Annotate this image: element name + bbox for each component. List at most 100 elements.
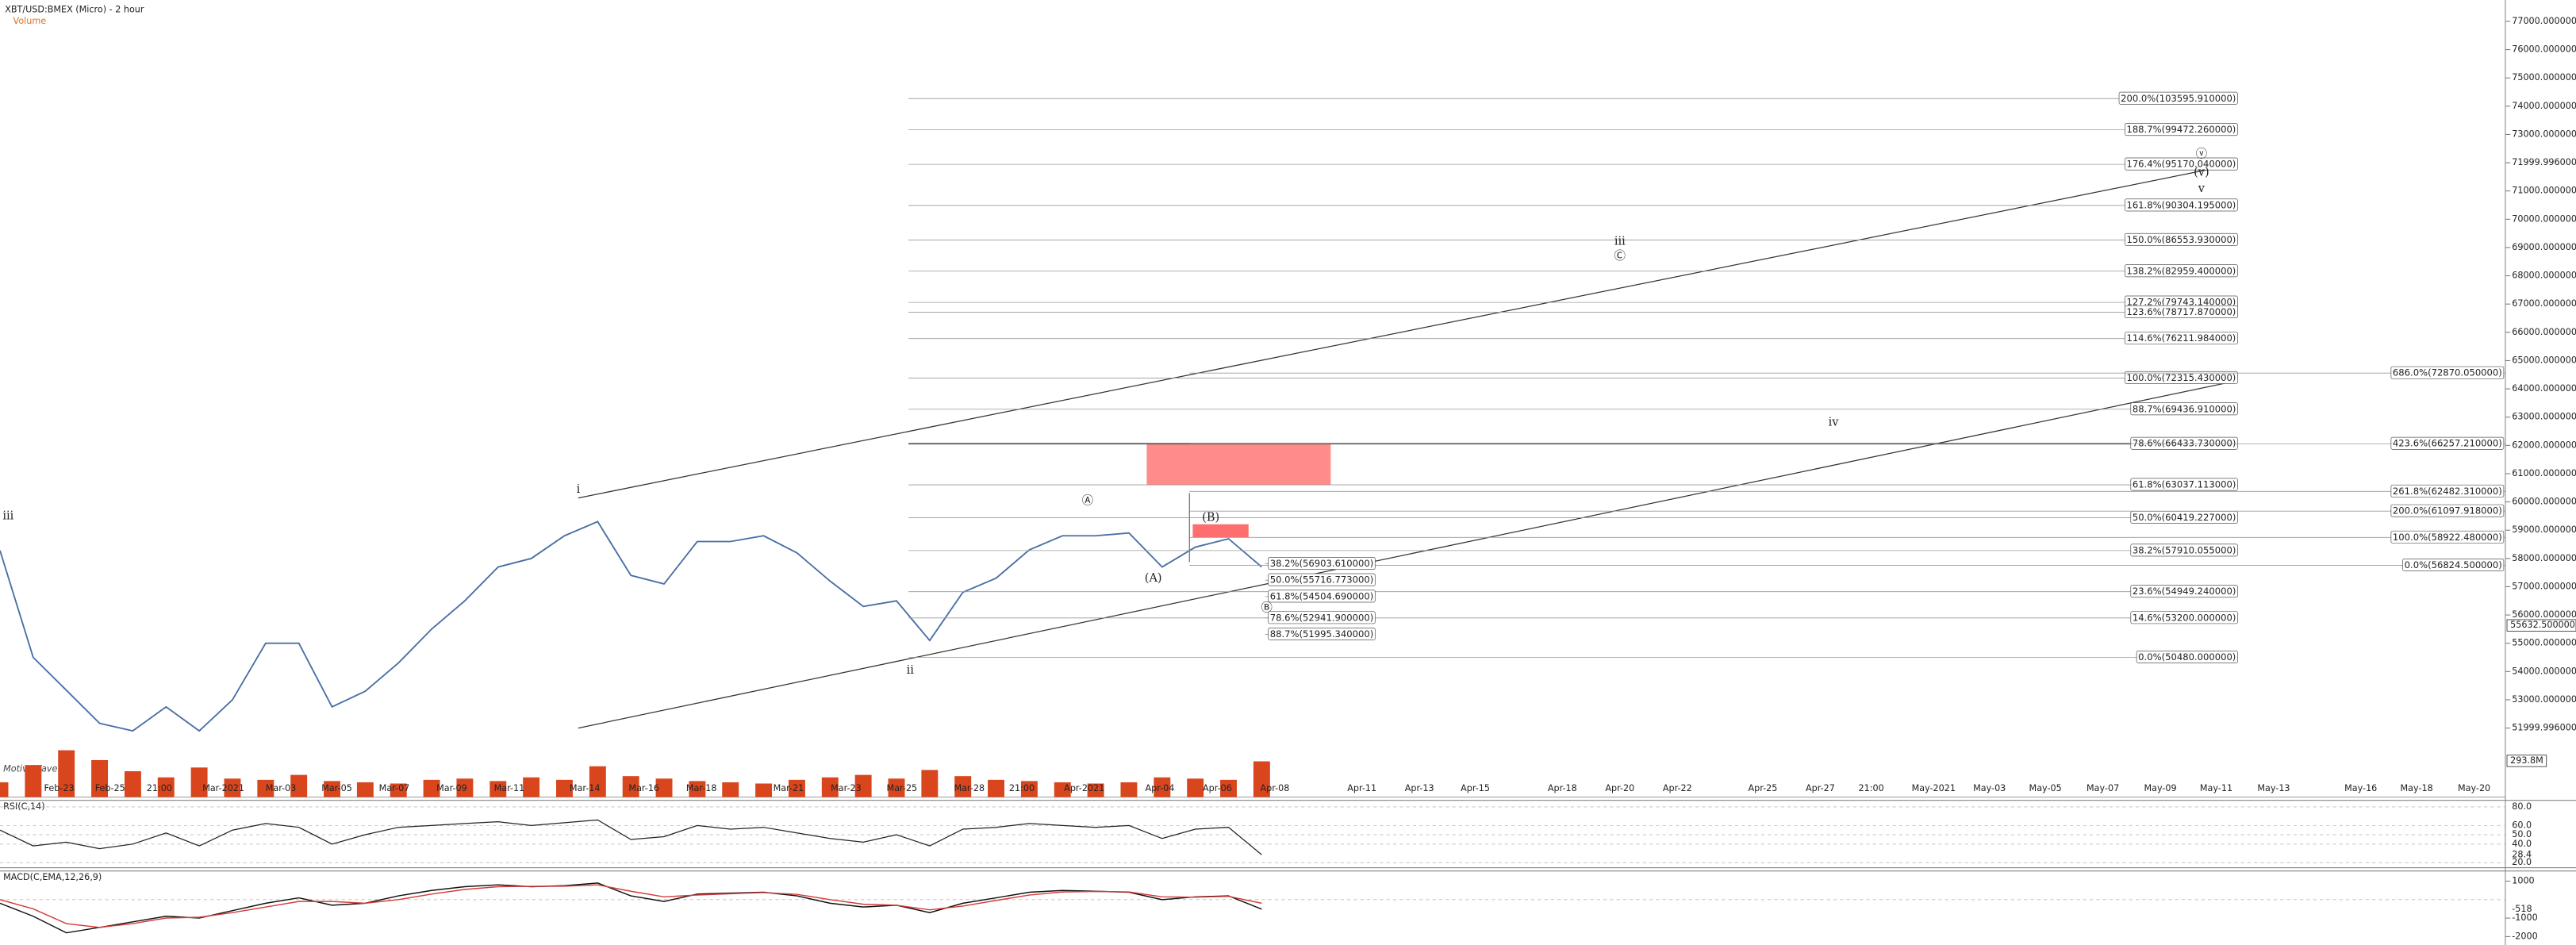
- y-tick-label: 58000.000000: [2512, 553, 2576, 563]
- rsi-tick-label: 40.0: [2512, 839, 2532, 849]
- volume-bar: [523, 777, 540, 797]
- x-tick-label: May-18: [2401, 783, 2433, 793]
- fib-label: 127.2%(79743.140000): [2126, 297, 2236, 308]
- fib-label-box: [2390, 530, 2505, 544]
- y-tick-label: 63000.000000: [2512, 412, 2576, 422]
- x-tick-label: May-16: [2344, 783, 2377, 793]
- fib-label: 50.0%(55716.773000): [1270, 574, 1374, 586]
- rsi-title: RSI(C,14): [3, 801, 44, 812]
- y-tick-label: 64000.000000: [2512, 383, 2576, 394]
- x-tick-label: 21:00: [147, 783, 172, 793]
- fib-label: 161.8%(90304.195000): [2126, 199, 2236, 210]
- fib-label-box: [2402, 559, 2505, 572]
- y-tick-label: 74000.000000: [2512, 101, 2576, 111]
- macd-last-label: -518: [2512, 904, 2532, 914]
- volume-bar: [356, 782, 374, 797]
- rsi-tick-label: 50.0: [2512, 829, 2532, 839]
- volume-legend: Volume: [13, 16, 47, 26]
- x-tick-label: Apr-25: [1749, 783, 1778, 793]
- wave-label: (A): [1145, 572, 1162, 585]
- x-tick-label: May-09: [2144, 783, 2177, 793]
- y-tick-label: 73000.000000: [2512, 129, 2576, 139]
- volume-bar: [1087, 783, 1104, 797]
- x-tick-label: Feb-25: [95, 783, 125, 793]
- fib-label-box: [2130, 436, 2238, 450]
- x-tick-label: May-2021: [1912, 783, 1956, 793]
- x-tick-label: Mar-28: [954, 783, 985, 793]
- fib-label-box: [2125, 305, 2238, 319]
- rsi-tick-label: 20.0: [2512, 857, 2532, 867]
- y-tick-label: 55000.000000: [2512, 638, 2576, 648]
- fib-label: 61.8%(63037.113000): [2133, 479, 2236, 490]
- volume-bar: [91, 759, 109, 797]
- volume-bar: [224, 778, 241, 797]
- wave-label: Ⓑ: [1261, 601, 1272, 614]
- y-tick-label: 68000.000000: [2512, 271, 2576, 281]
- price-line: [0, 521, 1262, 732]
- volume-bar: [921, 770, 939, 797]
- fib-label-box: [2130, 611, 2238, 624]
- x-tick-label: Mar-16: [628, 783, 659, 793]
- rsi-line: [0, 819, 1262, 855]
- rsi-last-label: 28.4: [2512, 849, 2532, 859]
- volume-bar: [755, 783, 773, 797]
- volume-bar: [954, 776, 972, 797]
- x-tick-label: 21:00: [1859, 783, 1884, 793]
- y-tick-label: 70000.000000: [2512, 213, 2576, 224]
- volume-bar: [622, 776, 639, 797]
- y-tick-label: 61000.000000: [2512, 468, 2576, 478]
- rsi-tick-label: 80.0: [2512, 801, 2532, 812]
- volume-bar: [1220, 779, 1237, 797]
- fib-label: 114.6%(76211.984000): [2126, 332, 2236, 344]
- macd-line: [0, 884, 1262, 928]
- volume-bar: [689, 781, 706, 797]
- x-tick-label: Apr-27: [1806, 783, 1835, 793]
- volume-bar: [788, 779, 805, 797]
- chart-title: XBT/USD:BMEX (Micro) - 2 hour: [5, 4, 144, 14]
- wave-label: iii: [2, 509, 13, 522]
- x-tick-label: Mar-21: [774, 783, 804, 793]
- y-tick-label: 53000.000000: [2512, 694, 2576, 705]
- volume-bar: [589, 766, 606, 797]
- fib-label-box: [2390, 366, 2505, 379]
- target-zone: [1146, 444, 1331, 486]
- wave-label: v: [2198, 182, 2206, 195]
- y-tick-label: 59000.000000: [2512, 524, 2576, 535]
- fib-label: 38.2%(56903.610000): [1270, 558, 1374, 569]
- fib-label: 38.2%(57910.055000): [2133, 544, 2236, 555]
- fib-label-box: [1268, 573, 1376, 586]
- x-tick-label: May-07: [2087, 783, 2119, 793]
- wave-label: iv: [1829, 416, 1840, 428]
- y-tick-label: 51999.996000: [2512, 723, 2576, 733]
- fib-label: 261.8%(62482.310000): [2393, 486, 2502, 497]
- y-tick-label: 57000.000000: [2512, 581, 2576, 591]
- volume-bar: [821, 777, 839, 797]
- x-tick-label: May-05: [2029, 783, 2062, 793]
- x-tick-label: May-03: [1973, 783, 2006, 793]
- x-tick-label: Apr-2021: [1064, 783, 1104, 793]
- x-tick-label: Apr-04: [1146, 783, 1175, 793]
- fib-label-box: [2125, 157, 2238, 171]
- wave-label: Ⓐ: [1082, 494, 1093, 508]
- volume-bar: [124, 770, 141, 797]
- y-tick-label: 69000.000000: [2512, 242, 2576, 252]
- x-tick-label: May-11: [2200, 783, 2232, 793]
- wave-label: ⓥ: [2196, 148, 2207, 161]
- volume-last-label: 293.8M: [2510, 755, 2543, 766]
- fib-label: 61.8%(54504.690000): [1270, 590, 1374, 601]
- volume-bar: [988, 779, 1005, 797]
- volume-last-box: [2506, 755, 2547, 767]
- wave-label: ii: [907, 664, 915, 677]
- fib-label: 88.7%(69436.910000): [2133, 403, 2236, 414]
- y-tick-label: 71999.996000: [2512, 157, 2576, 167]
- fib-label: 200.0%(103595.910000): [2121, 93, 2236, 104]
- x-tick-label: Mar-25: [887, 783, 918, 793]
- fib-label-box: [2125, 123, 2238, 136]
- x-tick-label: Mar-03: [266, 783, 297, 793]
- fib-label: 0.0%(56824.500000): [2405, 559, 2502, 570]
- x-tick-label: Feb-23: [44, 783, 75, 793]
- y-tick-label: 77000.000000: [2512, 16, 2576, 26]
- volume-bar: [324, 781, 340, 797]
- fib-label: 150.0%(86553.930000): [2126, 234, 2236, 245]
